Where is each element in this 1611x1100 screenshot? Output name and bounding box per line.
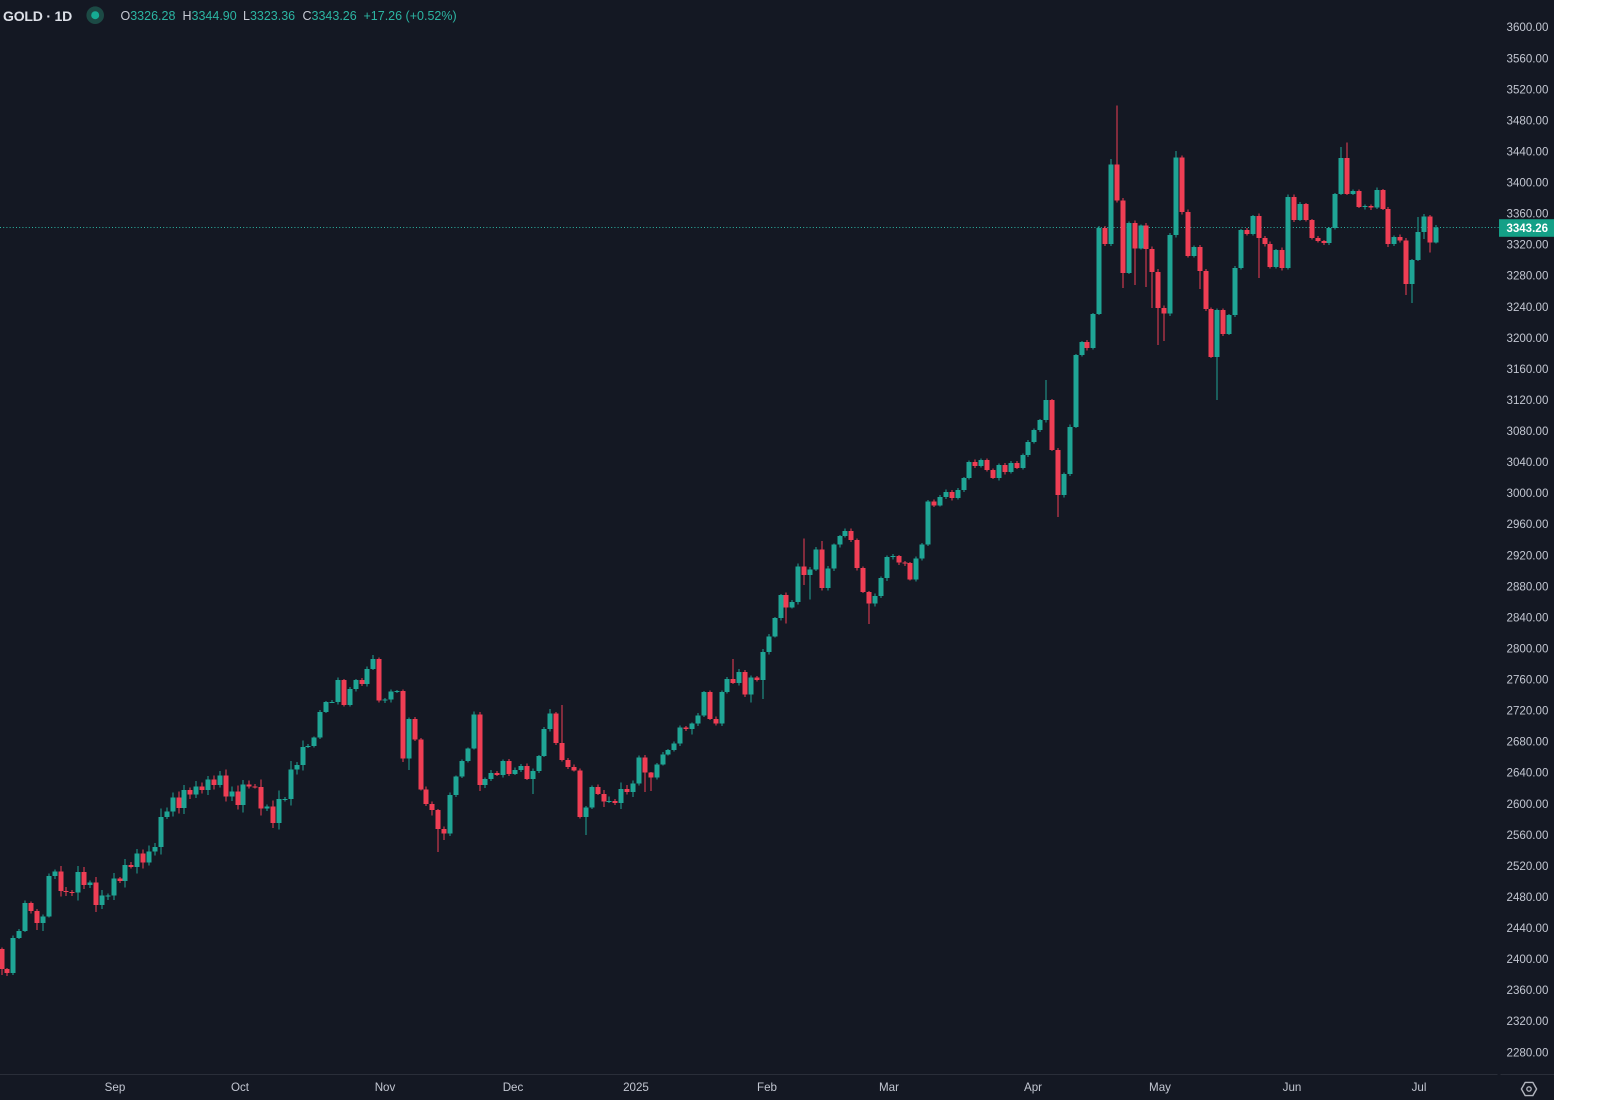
svg-text:Oct: Oct [231,1081,250,1094]
svg-text:2640.00: 2640.00 [1507,767,1549,780]
svg-text:3240.00: 3240.00 [1507,301,1549,314]
svg-text:3120.00: 3120.00 [1507,394,1549,407]
svg-text:2480.00: 2480.00 [1507,891,1549,904]
svg-text:2520.00: 2520.00 [1507,860,1549,873]
svg-text:Dec: Dec [503,1081,524,1094]
svg-text:3360.00: 3360.00 [1507,208,1549,221]
svg-text:3343.26: 3343.26 [1507,223,1549,235]
svg-text:3200.00: 3200.00 [1507,332,1549,345]
svg-text:2960.00: 2960.00 [1507,518,1549,531]
svg-text:3480.00: 3480.00 [1507,114,1549,127]
svg-text:3040.00: 3040.00 [1507,456,1549,469]
svg-text:2400.00: 2400.00 [1507,953,1549,966]
svg-text:3280.00: 3280.00 [1507,270,1549,283]
svg-text:2320.00: 2320.00 [1507,1015,1549,1028]
svg-text:Apr: Apr [1024,1081,1042,1094]
svg-text:3520.00: 3520.00 [1507,83,1549,96]
svg-text:2920.00: 2920.00 [1507,549,1549,562]
svg-text:2440.00: 2440.00 [1507,922,1549,935]
svg-text:2800.00: 2800.00 [1507,643,1549,656]
svg-text:2600.00: 2600.00 [1507,798,1549,811]
svg-text:Sep: Sep [105,1081,126,1094]
svg-text:3320.00: 3320.00 [1507,239,1549,252]
svg-text:Feb: Feb [757,1081,777,1094]
svg-text:Jun: Jun [1283,1081,1302,1094]
svg-text:2025: 2025 [623,1081,649,1094]
svg-text:3160.00: 3160.00 [1507,363,1549,376]
svg-text:May: May [1149,1081,1171,1094]
svg-text:2680.00: 2680.00 [1507,736,1549,749]
svg-text:Jul: Jul [1412,1081,1427,1094]
svg-text:2360.00: 2360.00 [1507,984,1549,997]
svg-text:2280.00: 2280.00 [1507,1046,1549,1059]
svg-text:2760.00: 2760.00 [1507,674,1549,687]
svg-text:3080.00: 3080.00 [1507,425,1549,438]
svg-text:3400.00: 3400.00 [1507,177,1549,190]
svg-text:Nov: Nov [375,1081,396,1094]
svg-text:2840.00: 2840.00 [1507,611,1549,624]
svg-text:2560.00: 2560.00 [1507,829,1549,842]
svg-text:3560.00: 3560.00 [1507,52,1549,65]
svg-text:2880.00: 2880.00 [1507,580,1549,593]
svg-text:2720.00: 2720.00 [1507,705,1549,718]
svg-text:GOLD · 1D: GOLD · 1D [3,8,72,24]
svg-text:3000.00: 3000.00 [1507,487,1549,500]
svg-text:Mar: Mar [879,1081,899,1094]
svg-text:3440.00: 3440.00 [1507,146,1549,159]
svg-text:3600.00: 3600.00 [1507,21,1549,34]
